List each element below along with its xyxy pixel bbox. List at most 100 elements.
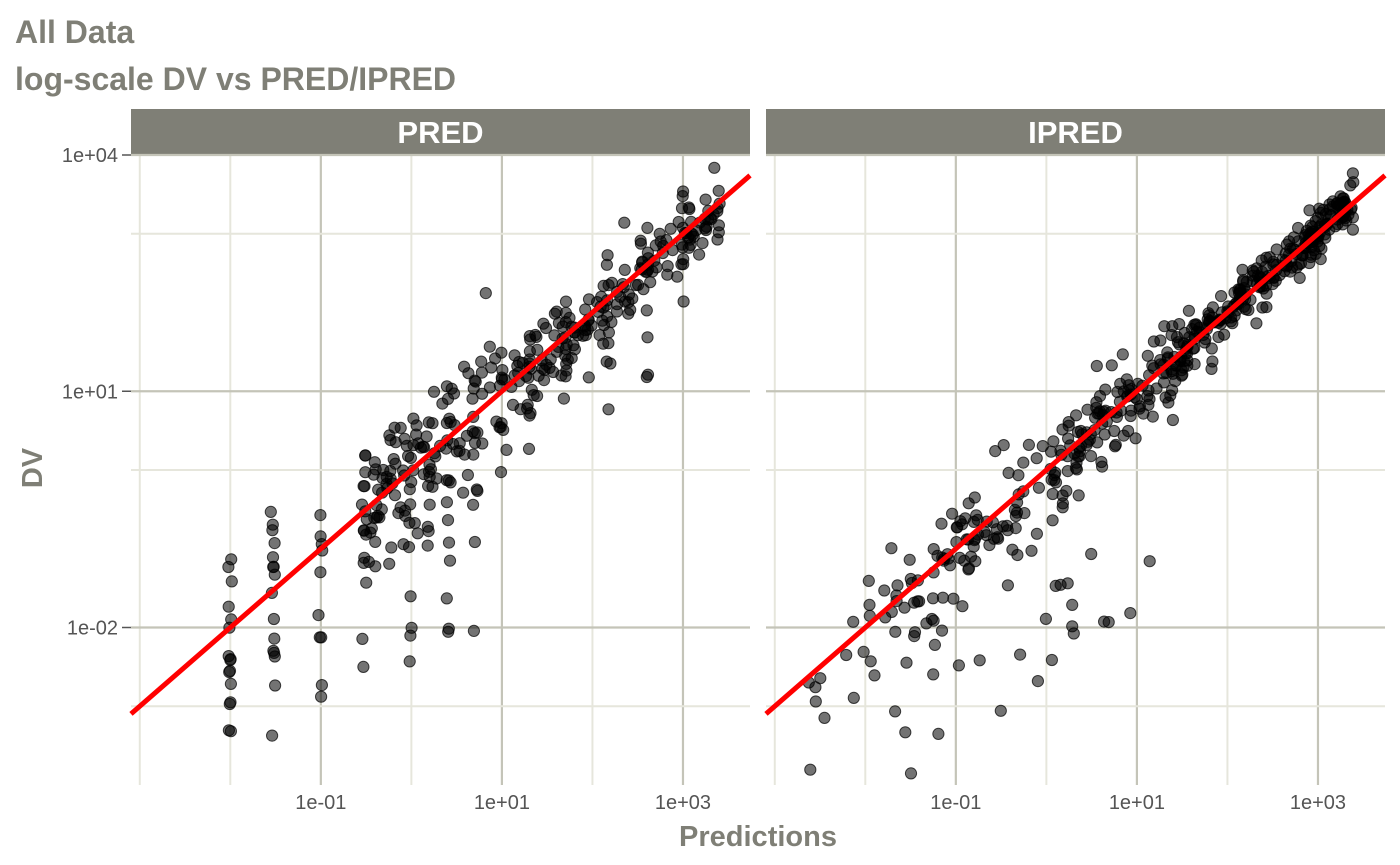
data-point bbox=[467, 448, 480, 461]
data-point bbox=[392, 506, 405, 520]
data-point bbox=[1346, 167, 1360, 180]
data-point bbox=[404, 629, 417, 642]
data-point bbox=[863, 598, 876, 612]
data-point bbox=[1125, 404, 1138, 417]
data-point bbox=[506, 398, 520, 411]
data-point bbox=[1091, 436, 1104, 449]
data-point bbox=[443, 554, 457, 567]
data-point bbox=[1081, 403, 1094, 416]
data-point bbox=[388, 421, 401, 434]
data-point bbox=[1205, 362, 1218, 375]
chart-subtitle: log-scale DV vs PRED/IPRED bbox=[15, 61, 456, 97]
data-point bbox=[315, 679, 328, 692]
data-point bbox=[947, 592, 960, 605]
data-point bbox=[602, 403, 615, 416]
data-point bbox=[522, 371, 535, 384]
data-point bbox=[550, 305, 563, 318]
data-point bbox=[676, 241, 689, 254]
data-point bbox=[373, 511, 386, 524]
facet-strip-label: IPRED bbox=[1028, 115, 1123, 150]
data-point bbox=[1085, 547, 1098, 561]
data-point bbox=[629, 279, 643, 292]
data-point bbox=[483, 340, 496, 353]
data-point bbox=[582, 293, 596, 306]
data-point bbox=[908, 630, 921, 643]
data-point bbox=[223, 665, 236, 679]
data-point bbox=[956, 600, 969, 613]
data-point bbox=[1346, 223, 1360, 236]
facet-strip bbox=[131, 109, 750, 155]
data-point bbox=[357, 660, 370, 674]
data-point bbox=[885, 542, 898, 555]
data-point bbox=[225, 575, 238, 588]
data-point bbox=[530, 330, 543, 343]
data-point bbox=[1039, 612, 1053, 626]
identity-line bbox=[764, 173, 1387, 716]
data-point bbox=[1150, 382, 1163, 395]
chart-title: All Data bbox=[15, 14, 134, 50]
data-point bbox=[268, 632, 281, 645]
data-point bbox=[1066, 620, 1079, 633]
data-point bbox=[1105, 359, 1118, 372]
data-point bbox=[1012, 469, 1025, 482]
data-point bbox=[927, 543, 940, 556]
data-point bbox=[1036, 440, 1049, 453]
data-point bbox=[423, 498, 436, 511]
data-point bbox=[1159, 391, 1172, 404]
data-point bbox=[804, 763, 817, 776]
data-point bbox=[421, 539, 434, 552]
data-point bbox=[1166, 413, 1180, 427]
data-point bbox=[661, 268, 674, 281]
data-point bbox=[1141, 349, 1154, 362]
data-point bbox=[1236, 263, 1249, 276]
x-axis-title: Predictions bbox=[679, 821, 837, 853]
data-point bbox=[222, 600, 235, 613]
data-point bbox=[1098, 615, 1111, 628]
data-point bbox=[467, 624, 480, 638]
data-point bbox=[224, 725, 237, 738]
data-point bbox=[1045, 445, 1058, 458]
data-point bbox=[557, 392, 571, 405]
data-point bbox=[1270, 243, 1283, 256]
data-point bbox=[397, 538, 410, 551]
data-point bbox=[225, 553, 238, 566]
data-point bbox=[476, 387, 489, 400]
data-point bbox=[559, 349, 572, 362]
data-point bbox=[980, 529, 993, 542]
data-point bbox=[693, 248, 706, 261]
data-point bbox=[359, 449, 372, 462]
data-point bbox=[699, 193, 712, 206]
data-point bbox=[384, 433, 397, 447]
data-point bbox=[840, 648, 853, 662]
data-point bbox=[224, 653, 237, 666]
data-point bbox=[676, 190, 689, 203]
data-point bbox=[468, 535, 481, 549]
data-point bbox=[899, 726, 912, 739]
data-point bbox=[952, 659, 966, 672]
panel-ipred: IPRED 1e-01 1e+01 1e+03 bbox=[764, 109, 1387, 814]
data-point bbox=[889, 705, 902, 718]
data-point bbox=[891, 579, 904, 592]
data-point bbox=[402, 449, 415, 463]
x-tick-label: 1e+01 bbox=[474, 792, 530, 814]
data-point bbox=[641, 221, 654, 234]
facet-strip-label: PRED bbox=[397, 115, 483, 150]
data-point bbox=[672, 215, 685, 229]
data-point bbox=[908, 596, 921, 609]
data-point bbox=[847, 615, 860, 628]
x-tick-label: 1e+01 bbox=[1109, 792, 1165, 814]
data-point bbox=[267, 612, 280, 626]
data-point bbox=[513, 355, 526, 369]
data-point bbox=[711, 233, 724, 246]
data-point bbox=[427, 385, 441, 398]
data-point bbox=[479, 287, 492, 300]
data-point bbox=[475, 366, 488, 379]
data-point bbox=[1206, 301, 1220, 314]
data-point bbox=[490, 415, 503, 428]
data-point bbox=[436, 397, 449, 410]
y-tick-label: 1e+01 bbox=[62, 381, 118, 403]
data-point bbox=[403, 655, 416, 668]
data-point bbox=[618, 216, 631, 229]
data-point bbox=[1108, 440, 1122, 453]
data-point bbox=[1143, 393, 1156, 406]
